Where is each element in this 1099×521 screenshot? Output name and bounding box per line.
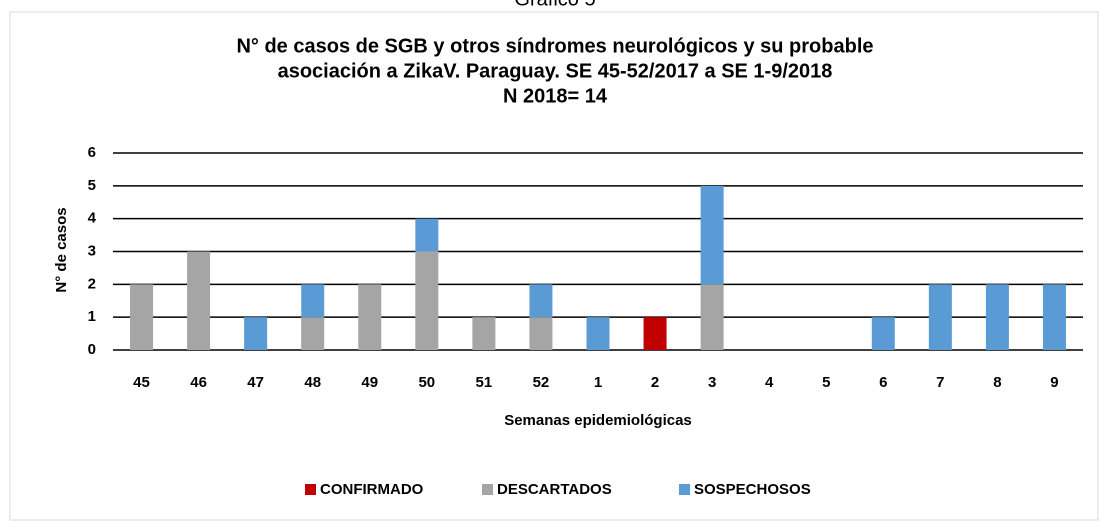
legend-label: DESCARTADOS — [497, 481, 612, 498]
x-tick-label: 2 — [651, 374, 659, 391]
legend-swatch — [305, 484, 316, 495]
bar-segment — [529, 284, 553, 318]
bar-segment — [472, 317, 496, 350]
legend-swatch — [679, 484, 690, 495]
y-tick-label: 2 — [88, 275, 96, 292]
y-tick-label: 1 — [88, 308, 96, 325]
x-tick-label: 3 — [708, 374, 716, 391]
x-tick-label: 48 — [304, 374, 321, 391]
x-tick-label: 49 — [361, 374, 378, 391]
bar-segment — [301, 284, 325, 318]
bar-segment — [415, 218, 439, 252]
y-tick-label: 6 — [88, 144, 96, 161]
x-tick-label: 51 — [476, 374, 493, 391]
x-tick-label: 45 — [133, 374, 150, 391]
x-tick-label: 1 — [594, 374, 602, 391]
bar-segment — [358, 284, 382, 350]
x-tick-label: 7 — [936, 374, 944, 391]
caption: Gráfico 5 — [514, 0, 595, 10]
x-tick-label: 6 — [879, 374, 887, 391]
bar-segment — [643, 317, 667, 350]
bar-segment — [187, 251, 211, 350]
x-tick-label: 9 — [1050, 374, 1058, 391]
chart-title: N° de casos de SGB y otros síndromes neu… — [236, 35, 873, 57]
bar-segment — [1042, 284, 1066, 350]
y-tick-label: 0 — [88, 341, 96, 358]
bar-segment — [415, 251, 439, 350]
bar-segment — [700, 284, 724, 350]
x-tick-label: 52 — [533, 374, 550, 391]
bar-segment — [700, 185, 724, 285]
x-tick-label: 46 — [190, 374, 207, 391]
x-tick-label: 4 — [765, 374, 774, 391]
bar-segment — [301, 317, 325, 350]
bar-segment — [985, 284, 1009, 350]
y-tick-label: 3 — [88, 242, 96, 259]
bar-segment — [586, 317, 610, 350]
y-tick-label: 5 — [88, 177, 96, 194]
chart-title: N 2018= 14 — [503, 85, 608, 107]
x-tick-label: 8 — [993, 374, 1001, 391]
x-tick-label: 5 — [822, 374, 830, 391]
x-axis-title: Semanas epidemiológicas — [504, 412, 692, 429]
legend-label: CONFIRMADO — [320, 481, 424, 498]
legend-swatch — [482, 484, 493, 495]
bar-segment — [871, 317, 895, 350]
y-tick-label: 4 — [88, 210, 97, 227]
bar-segment — [130, 284, 154, 350]
chart-title: asociación a ZikaV. Paraguay. SE 45-52/2… — [278, 60, 833, 82]
y-axis-title: N° de casos — [53, 207, 70, 292]
bar-segment — [928, 284, 952, 350]
bar-segment — [244, 317, 268, 350]
bar-segment — [529, 317, 553, 350]
legend-label: SOSPECHOSOS — [694, 481, 811, 498]
x-tick-label: 47 — [247, 374, 264, 391]
x-tick-label: 50 — [418, 374, 435, 391]
